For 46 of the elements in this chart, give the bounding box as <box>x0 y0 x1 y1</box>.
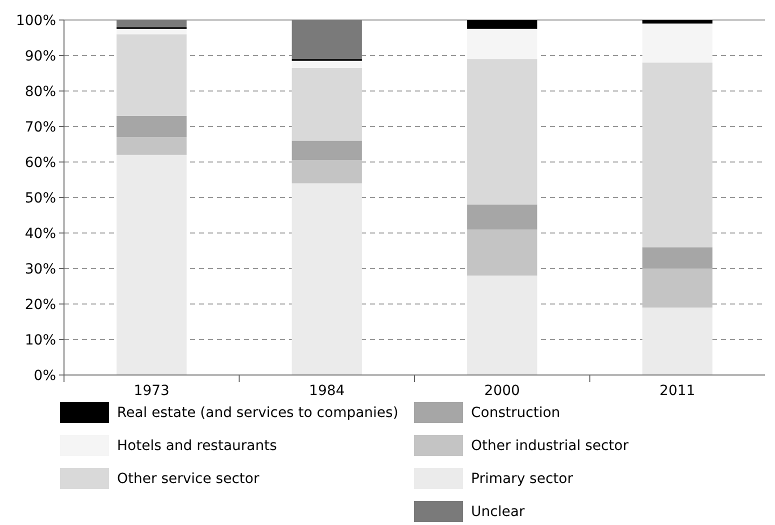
legend-label: Other service sector <box>117 471 260 487</box>
x-tick-label: 2000 <box>484 383 520 399</box>
legend-label: Primary sector <box>471 471 574 487</box>
y-tick-label: 10% <box>24 332 56 348</box>
bar <box>116 20 187 28</box>
y-tick-label: 60% <box>24 155 56 171</box>
legend-label: Hotels and restaurants <box>117 438 277 454</box>
x-tick-label: 1973 <box>134 383 170 399</box>
bar <box>116 34 187 116</box>
bar <box>642 62 712 248</box>
legend-label: Construction <box>471 405 560 421</box>
bar <box>116 137 187 155</box>
bar <box>292 183 362 375</box>
bar <box>116 116 187 138</box>
y-tick-label: 0% <box>34 368 56 384</box>
bar <box>467 20 538 29</box>
bar <box>642 247 712 268</box>
bar <box>467 276 538 375</box>
y-tick-label: 100% <box>16 13 56 29</box>
x-tick-label: 2011 <box>660 383 696 399</box>
x-tick-label: 1984 <box>309 383 345 399</box>
bar <box>467 28 538 60</box>
bar <box>642 20 712 24</box>
y-tick-label: 30% <box>24 262 56 278</box>
bar <box>467 204 538 230</box>
bar <box>292 60 362 68</box>
legend-label: Other industrial sector <box>471 438 629 454</box>
legend-label: Real estate (and services to companies) <box>117 405 398 421</box>
y-tick-label: 80% <box>24 84 56 100</box>
y-tick-label: 50% <box>24 190 56 206</box>
y-tick-label: 90% <box>24 48 56 64</box>
bar <box>292 20 362 60</box>
y-tick-label: 70% <box>24 120 56 136</box>
legend-label: Unclear <box>471 504 525 520</box>
bar <box>116 154 187 375</box>
bar <box>467 229 538 276</box>
bar <box>116 28 187 34</box>
bar <box>467 59 538 205</box>
bar <box>292 140 362 160</box>
y-tick-label: 20% <box>24 297 56 313</box>
y-tick-label: 40% <box>24 226 56 242</box>
bar <box>642 268 712 308</box>
bar <box>292 160 362 184</box>
bar <box>292 68 362 141</box>
bar <box>642 24 712 63</box>
bar <box>642 308 712 375</box>
